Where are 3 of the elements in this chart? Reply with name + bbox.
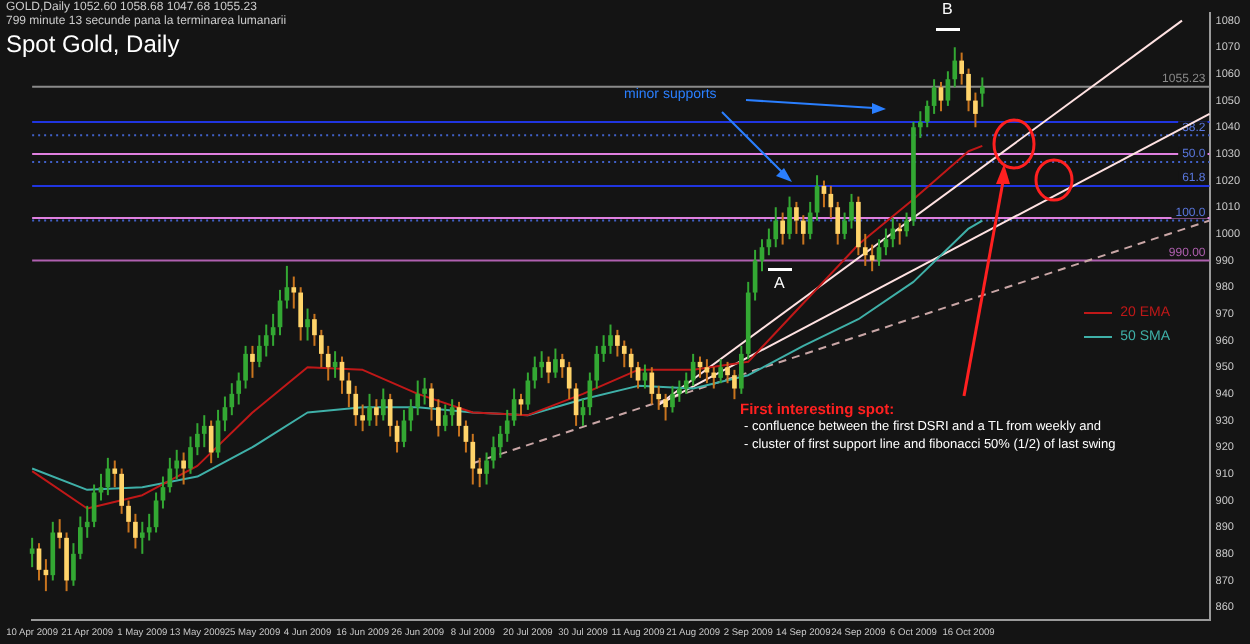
annotation: A [774,274,785,292]
annotation: B [942,0,953,18]
text: Spot Gold, Daily [6,30,180,58]
